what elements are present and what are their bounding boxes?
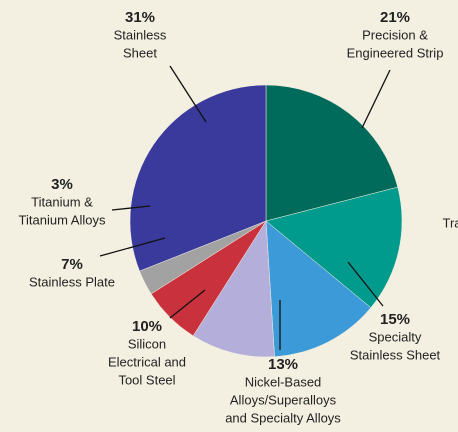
slice-label: Engineered Strip bbox=[347, 45, 444, 60]
slice-label: Electrical and bbox=[108, 354, 186, 369]
slice-label: Precision & bbox=[362, 27, 428, 42]
leader-line bbox=[111, 205, 151, 211]
slice-label: Alloys/Superalloys bbox=[230, 392, 337, 407]
slice-label: Stainless Plate bbox=[29, 274, 115, 289]
slice-label: and Specialty Alloys bbox=[225, 410, 341, 425]
slice-label: Stainless Sheet bbox=[350, 347, 441, 362]
pie-slice bbox=[265, 186, 403, 309]
slice-label: Sheet bbox=[123, 45, 157, 60]
slice-label: Silicon bbox=[128, 336, 166, 351]
leader-line bbox=[99, 237, 166, 257]
slice-label: Tool Steel bbox=[118, 372, 175, 387]
pie-slice bbox=[129, 84, 267, 272]
pie-slice bbox=[265, 220, 372, 357]
slice-label: Specialty bbox=[369, 329, 422, 344]
leader-line bbox=[347, 261, 384, 307]
leader-line bbox=[169, 289, 206, 319]
annotation: Tra bbox=[442, 215, 458, 230]
value-label: 7% bbox=[61, 256, 83, 273]
slice-label: Stainless bbox=[114, 27, 167, 42]
pie-slice bbox=[192, 220, 275, 358]
leader-line bbox=[361, 69, 391, 129]
value-label: 31% bbox=[125, 9, 155, 26]
slice-label: Nickel-Based bbox=[245, 374, 322, 389]
slice-label: Titanium Alloys bbox=[19, 212, 106, 227]
pie-slice bbox=[265, 84, 399, 222]
value-label: 15% bbox=[380, 311, 410, 328]
value-label: 3% bbox=[51, 176, 73, 193]
value-label: 21% bbox=[380, 9, 410, 26]
value-label: 13% bbox=[268, 356, 298, 373]
slice-label: Titanium & bbox=[31, 194, 93, 209]
value-label: 10% bbox=[132, 318, 162, 335]
leader-line bbox=[169, 65, 207, 123]
